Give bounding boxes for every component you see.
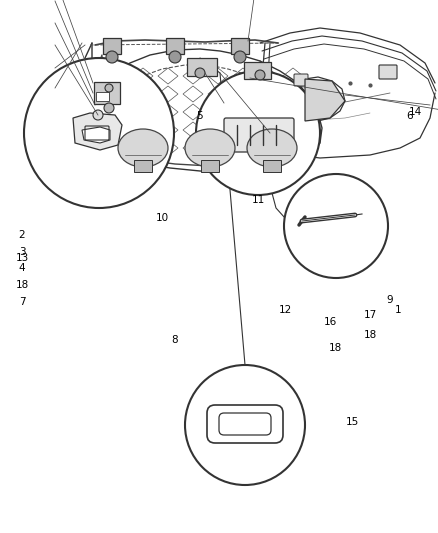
Ellipse shape	[118, 129, 168, 167]
Text: 3: 3	[19, 247, 25, 257]
Text: 4: 4	[19, 263, 25, 273]
Text: 5: 5	[196, 111, 203, 121]
Ellipse shape	[247, 129, 297, 167]
Polygon shape	[82, 127, 110, 143]
Circle shape	[24, 58, 173, 208]
Text: 10: 10	[155, 213, 168, 223]
FancyBboxPatch shape	[244, 62, 270, 79]
FancyBboxPatch shape	[103, 38, 121, 54]
Text: 11: 11	[251, 195, 264, 205]
Text: 13: 13	[15, 253, 28, 263]
Circle shape	[105, 84, 113, 92]
Text: 2: 2	[19, 230, 25, 240]
Text: 12: 12	[278, 305, 291, 315]
Text: 18: 18	[363, 330, 376, 340]
FancyBboxPatch shape	[293, 74, 307, 86]
Text: 14: 14	[407, 107, 420, 117]
Ellipse shape	[184, 129, 234, 167]
Text: 7: 7	[19, 297, 25, 307]
Circle shape	[169, 51, 180, 63]
Circle shape	[194, 68, 205, 78]
Text: 8: 8	[171, 335, 178, 345]
FancyBboxPatch shape	[201, 160, 219, 172]
Text: 1: 1	[394, 305, 400, 315]
Polygon shape	[73, 113, 122, 150]
Text: 16: 16	[323, 317, 336, 327]
Circle shape	[254, 70, 265, 80]
Circle shape	[195, 71, 319, 195]
Circle shape	[233, 51, 245, 63]
FancyBboxPatch shape	[187, 58, 216, 76]
Text: 9: 9	[386, 295, 392, 305]
FancyBboxPatch shape	[94, 82, 120, 104]
Circle shape	[93, 110, 103, 120]
FancyBboxPatch shape	[262, 160, 280, 172]
Text: 6: 6	[406, 111, 412, 121]
Circle shape	[184, 365, 304, 485]
FancyBboxPatch shape	[134, 160, 152, 172]
Polygon shape	[304, 79, 344, 121]
Text: 18: 18	[15, 280, 28, 290]
FancyBboxPatch shape	[96, 92, 109, 101]
Circle shape	[283, 174, 387, 278]
Text: 15: 15	[345, 417, 358, 427]
FancyBboxPatch shape	[230, 38, 248, 54]
FancyBboxPatch shape	[223, 118, 293, 152]
Circle shape	[104, 103, 114, 113]
Circle shape	[106, 51, 118, 63]
Text: 18: 18	[328, 343, 341, 353]
FancyBboxPatch shape	[166, 38, 184, 54]
Text: 17: 17	[363, 310, 376, 320]
FancyBboxPatch shape	[378, 65, 396, 79]
